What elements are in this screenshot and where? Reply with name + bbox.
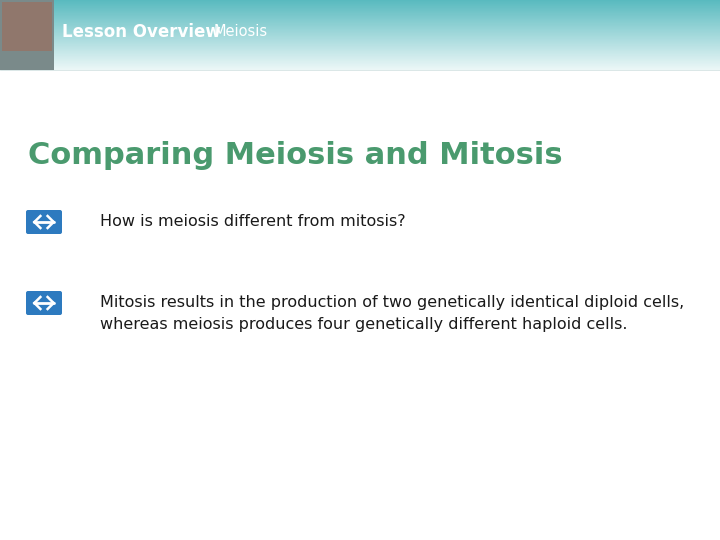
FancyBboxPatch shape [2,2,52,51]
FancyBboxPatch shape [26,210,62,234]
Text: How is meiosis different from mitosis?: How is meiosis different from mitosis? [100,214,405,230]
Text: Comparing Meiosis and Mitosis: Comparing Meiosis and Mitosis [28,140,562,170]
Text: Meiosis: Meiosis [214,24,268,39]
Text: Mitosis results in the production of two genetically identical diploid cells,
wh: Mitosis results in the production of two… [100,295,684,332]
FancyBboxPatch shape [26,291,62,315]
FancyBboxPatch shape [0,0,54,70]
Text: Lesson Overview: Lesson Overview [62,23,221,40]
